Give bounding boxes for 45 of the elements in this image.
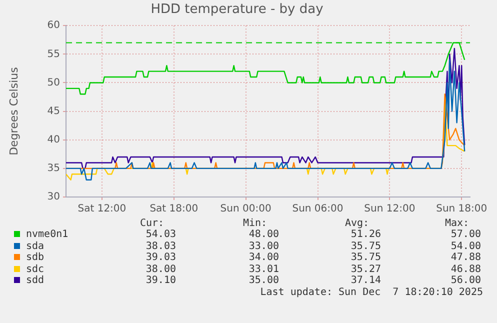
text: Max:	[445, 218, 470, 229]
text: Cur:	[140, 218, 164, 229]
x-tick-label: Sun 12:00	[364, 204, 416, 215]
y-tick-label: 40	[47, 134, 60, 146]
x-tick-label: Sun 18:00	[436, 204, 488, 215]
y-tick-label: 30	[47, 192, 60, 203]
x-tick-label: Sun 06:00	[292, 204, 344, 215]
text: 47.88	[450, 252, 481, 263]
text: 33.00	[248, 240, 279, 252]
text: 35.75	[350, 252, 381, 263]
text: 57.00	[450, 229, 481, 240]
text: 37.14	[350, 275, 381, 286]
text: Avg:	[345, 218, 370, 229]
legend-label: sdc	[26, 264, 44, 274]
text: 35.75	[350, 240, 381, 252]
text: 35.00	[248, 275, 279, 286]
text: 39.03	[146, 252, 176, 263]
text: 38.03	[146, 240, 176, 252]
y-axis-title: Degrees Celsius	[7, 66, 20, 156]
legend-label: sda	[26, 240, 44, 252]
text: 46.88	[450, 264, 481, 274]
y-tick-label: 45	[47, 106, 60, 117]
y-tick-label: 55	[47, 48, 60, 60]
text: 33.01	[248, 264, 279, 274]
text: 34.00	[248, 252, 279, 263]
chart-title: HDD temperature - by day	[150, 2, 324, 18]
text: 38.00	[146, 264, 176, 274]
legend-label: nvme0n1	[26, 229, 68, 240]
y-tick-label: 35	[47, 163, 60, 174]
text: Last update: Sun Dec 7 18:20:10 2025	[260, 286, 483, 298]
text: 54.03	[146, 229, 176, 240]
text: 51.26	[350, 229, 381, 240]
x-tick-label: Sun 00:00	[220, 204, 272, 215]
y-tick-label: 50	[47, 77, 60, 88]
text: Min:	[243, 218, 268, 229]
x-tick-label: Sat 12:00	[78, 204, 126, 215]
legend-label: sdd	[26, 275, 44, 286]
text: 35.27	[350, 264, 381, 274]
text: 39.10	[146, 275, 176, 286]
text: 48.00	[248, 229, 279, 240]
x-tick-label: Sat 18:00	[150, 204, 198, 215]
y-tick-label: 60	[47, 20, 60, 32]
legend-label: sdb	[26, 252, 44, 263]
text: 56.00	[450, 275, 481, 286]
text: 54.00	[450, 240, 481, 252]
